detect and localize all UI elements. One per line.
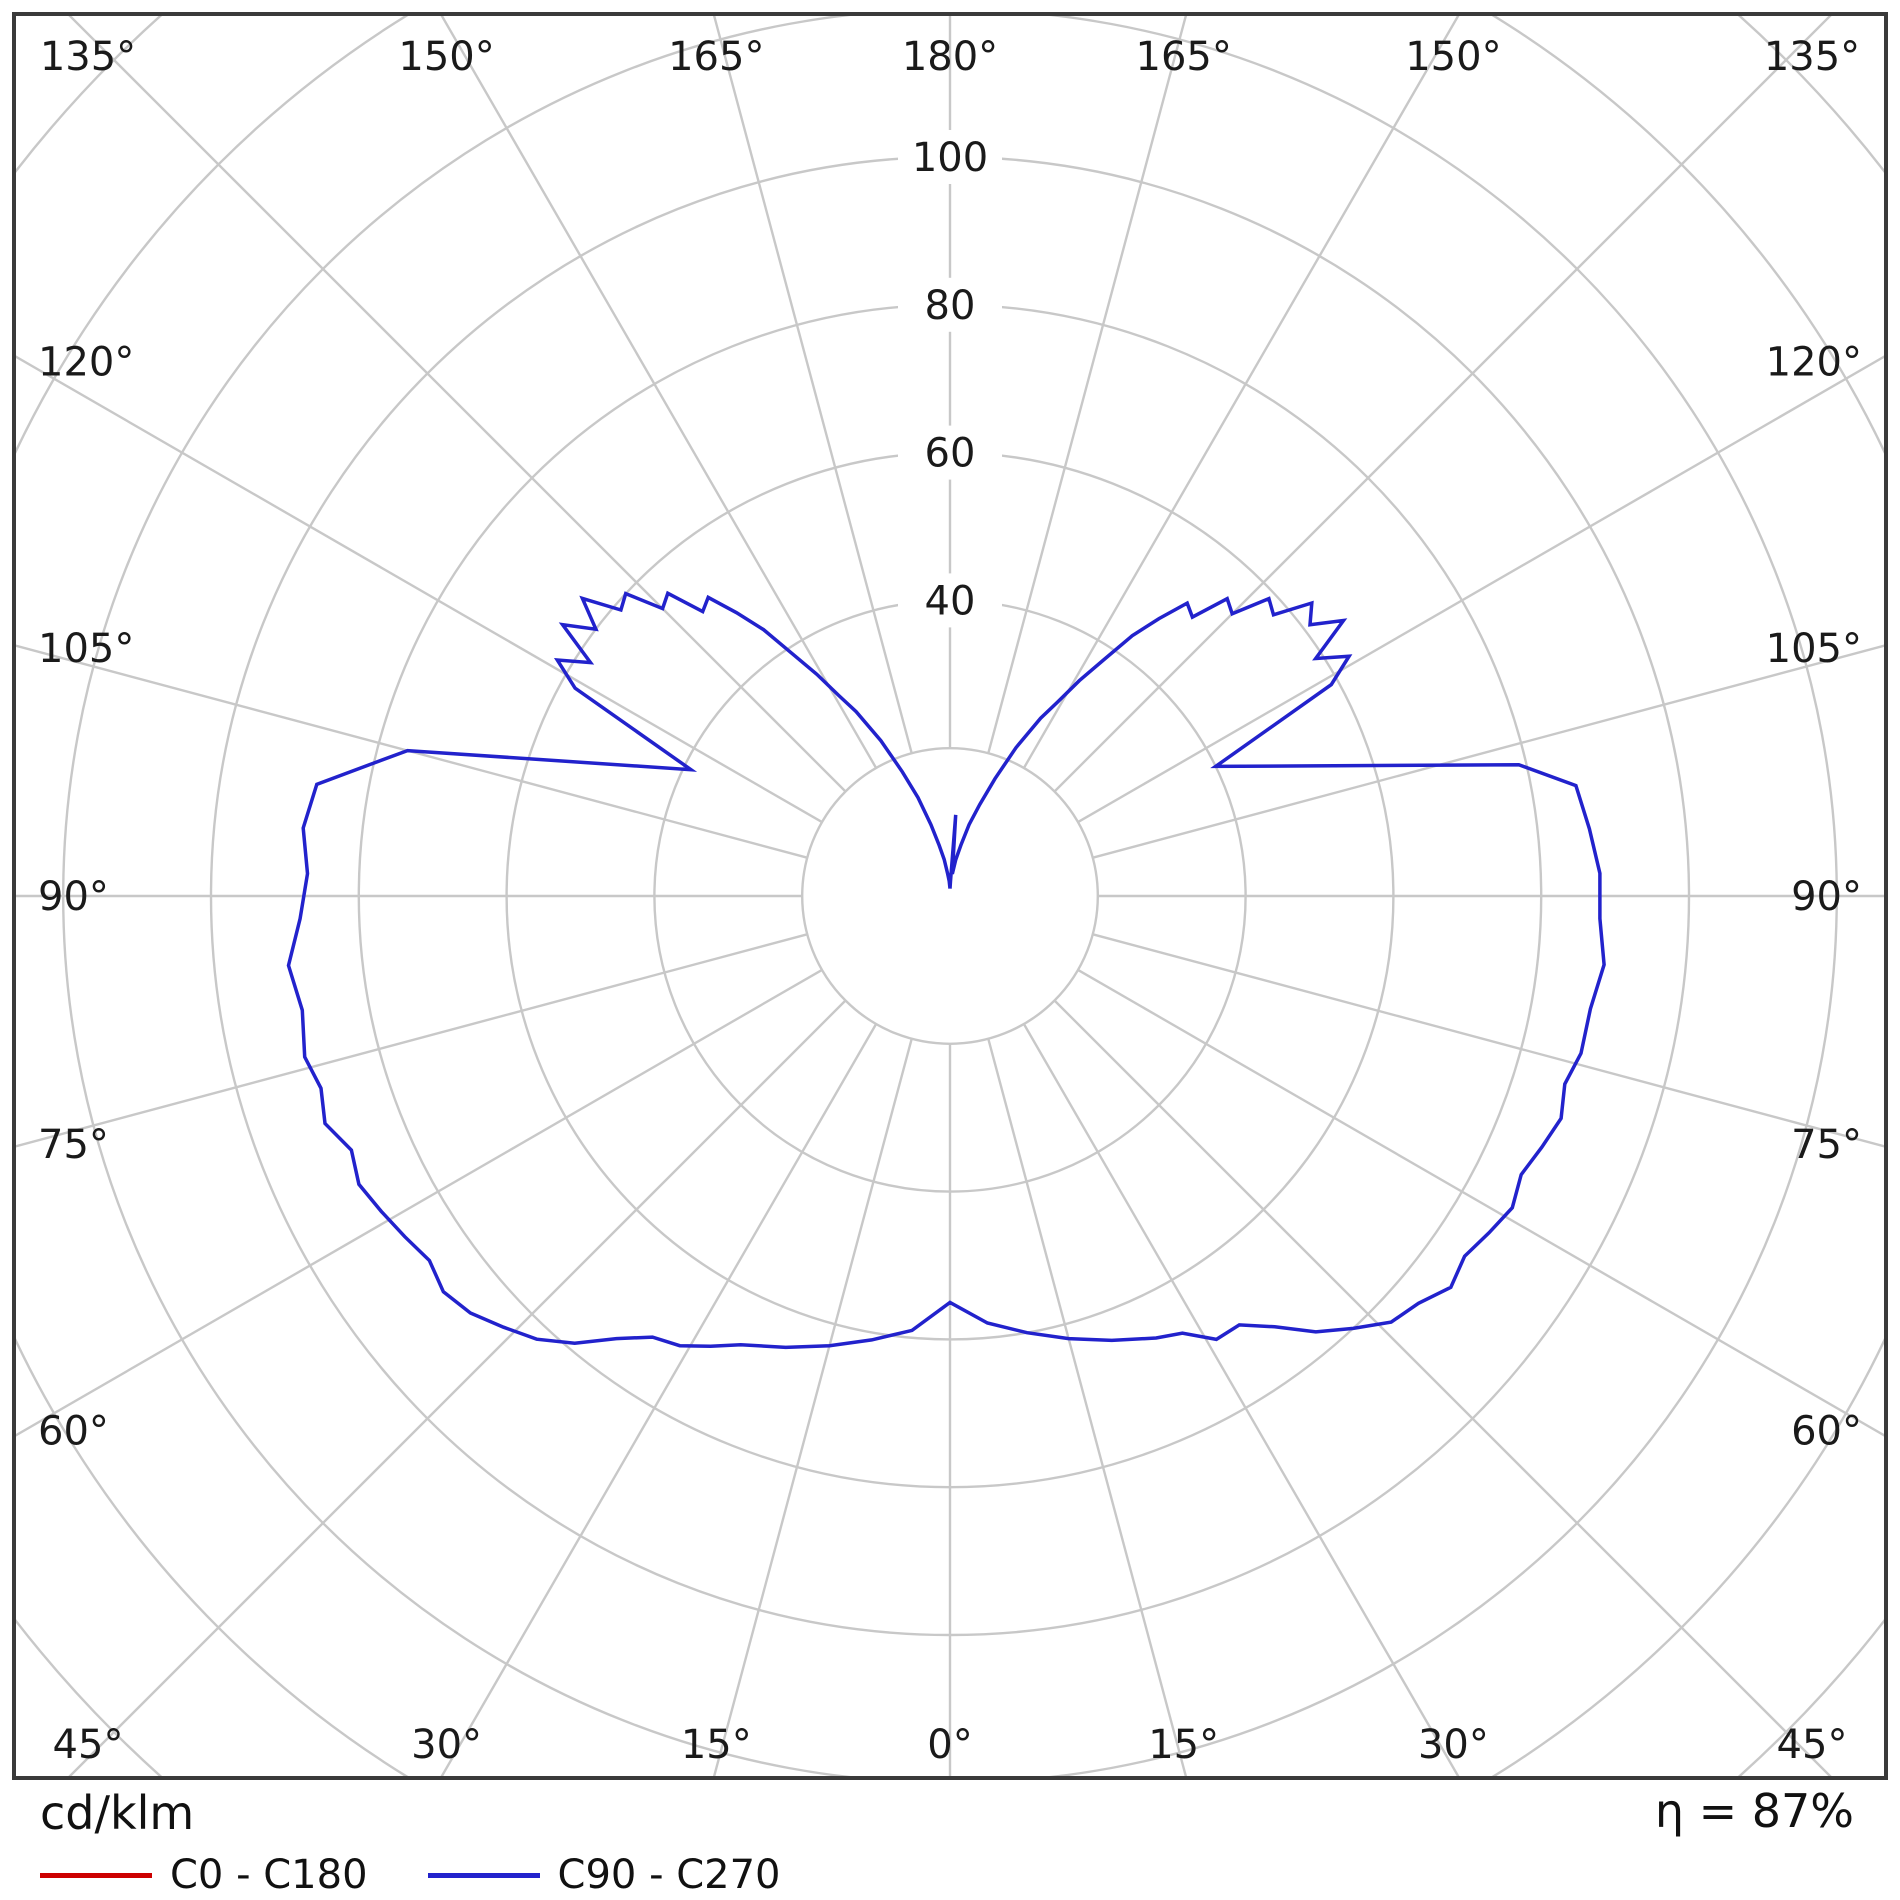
angle-label: 135°	[1764, 34, 1860, 80]
angle-label: 60°	[1791, 1409, 1862, 1455]
legend-swatch-red-line	[40, 1872, 152, 1878]
angle-label: 150°	[1405, 34, 1501, 80]
angle-label: 15°	[1148, 1722, 1219, 1768]
unit-label: cd/klm	[40, 1786, 195, 1840]
legend-swatch-blue-line	[427, 1872, 540, 1878]
efficiency-label: η = 87%	[1654, 1784, 1854, 1838]
angle-label: 45°	[1777, 1722, 1848, 1768]
angle-label: 180°	[902, 34, 998, 80]
angle-label: 90°	[1791, 874, 1862, 920]
radial-tick-labels: 40 60 80 100	[898, 130, 1002, 628]
angle-label: 105°	[38, 626, 134, 672]
angle-label: 165°	[1136, 34, 1232, 80]
legend: C0 - C180 C90 - C270	[40, 1852, 781, 1898]
radial-tick-label: 60	[925, 431, 976, 477]
radial-tick-label: 80	[925, 283, 976, 329]
angle-label: 150°	[398, 34, 494, 80]
legend-item-c90-c270: C90 - C270	[427, 1852, 781, 1898]
polar-photometric-chart: 40 60 80 100 0° 15° 15° 30° 30° 45° 45° 60° 60° 75° 75…	[16, 16, 1884, 1776]
angle-label: 0°	[927, 1722, 972, 1768]
polar-chart-frame: 40 60 80 100 0° 15° 15° 30° 30° 45° 45° 60° 60° 75° 75…	[12, 12, 1888, 1780]
angle-label: 15°	[681, 1722, 752, 1768]
legend-item-c0-c180: C0 - C180	[40, 1852, 368, 1898]
angle-label: 165°	[668, 34, 764, 80]
angle-label: 75°	[38, 1122, 109, 1168]
angle-label: 120°	[38, 339, 134, 385]
angle-label: 30°	[1418, 1722, 1489, 1768]
angle-labels: 0° 15° 15° 30° 30° 45° 45° 60° 60° 75° 75° 90° 90° 10…	[38, 34, 1862, 1768]
curve-c90-c270	[286, 590, 1606, 1350]
legend-label: C0 - C180	[170, 1852, 368, 1898]
angle-label: 30°	[411, 1722, 482, 1768]
legend-label: C90 - C270	[557, 1852, 781, 1898]
chart-footer: cd/klm η = 87% C0 - C180 C90 - C270	[0, 1784, 1900, 1900]
angle-label: 45°	[53, 1722, 124, 1768]
angle-label: 135°	[40, 34, 136, 80]
radial-tick-label: 40	[925, 578, 976, 624]
angle-label: 60°	[38, 1409, 109, 1455]
angle-label: 120°	[1766, 339, 1862, 385]
polar-grid	[16, 16, 1884, 1776]
radial-tick-label: 100	[912, 135, 988, 181]
angle-label: 75°	[1791, 1122, 1862, 1168]
angle-label: 105°	[1766, 626, 1862, 672]
angle-label: 90°	[38, 874, 109, 920]
